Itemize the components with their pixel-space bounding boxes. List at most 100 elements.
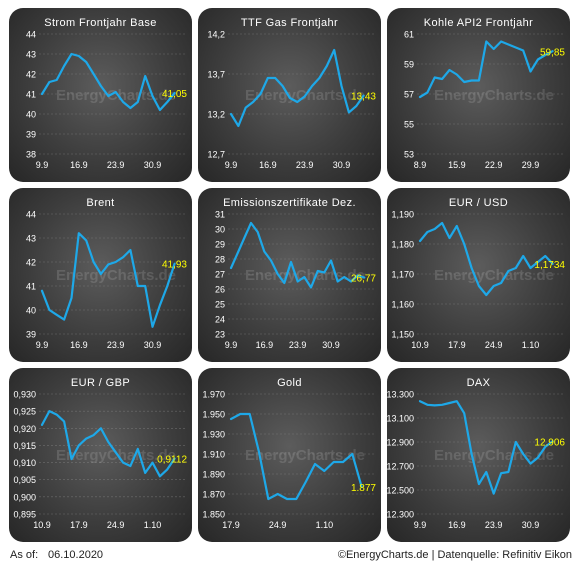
chart-title: Kohle API2 Frontjahr xyxy=(424,17,534,29)
y-tick-label: 39 xyxy=(26,130,36,140)
chart-title: EUR / GBP xyxy=(71,377,130,389)
y-tick-label: 14,2 xyxy=(207,30,225,40)
y-tick-label: 59 xyxy=(404,60,414,70)
chart-svg: Strom Frontjahr Base 44 43 42 41 40 39 389.9 16.… xyxy=(26,17,187,170)
x-tick-label: 30.9 xyxy=(333,160,351,170)
y-tick-label: 0,910 xyxy=(13,458,36,468)
y-tick-label: 1,150 xyxy=(391,330,414,340)
x-tick-label: 16.9 xyxy=(70,160,88,170)
x-tick-label: 30.9 xyxy=(522,520,540,530)
chart-title: TTF Gas Frontjahr xyxy=(241,17,338,29)
y-tick-label: 23 xyxy=(215,330,225,340)
x-tick-label: 23.9 xyxy=(107,160,125,170)
chart-panel-dax: DAX 13.300 13.100 12.900 12.700 12.500 12.300 9… xyxy=(387,368,570,542)
x-tick-label: 9.9 xyxy=(225,340,238,350)
chart-svg: Emissionszertifikate Dez.31 30 29 28 27 26 25 2… xyxy=(215,197,376,350)
series-line xyxy=(229,48,365,128)
y-tick-label: 0,905 xyxy=(13,475,36,485)
y-tick-label: 1,170 xyxy=(391,270,414,280)
y-tick-label: 0,925 xyxy=(13,407,36,417)
chart-svg: TTF Gas Frontjahr 14,2 13,7 13,2 12,79.9 16.9… xyxy=(207,17,376,170)
last-value-label: 1,1734 xyxy=(534,260,565,271)
chart-panel-kohle: Kohle API2 Frontjahr 61 59 57 55 53 8.9 15.9 22.… xyxy=(387,8,570,182)
watermark-text: EnergyCharts.de xyxy=(434,447,554,464)
x-tick-label: 10.9 xyxy=(33,520,51,530)
last-value-label: 41,93 xyxy=(162,260,187,271)
last-value-label: 59,85 xyxy=(540,47,565,58)
y-tick-label: 12,7 xyxy=(207,150,225,160)
chart-title: Brent xyxy=(86,197,114,209)
x-tick-label: 9.9 xyxy=(414,520,427,530)
last-value-label: 12.906 xyxy=(534,437,565,448)
x-tick-label: 16.9 xyxy=(259,160,277,170)
x-tick-label: 24.9 xyxy=(269,520,287,530)
chart-title: Gold xyxy=(277,377,302,389)
y-tick-label: 42 xyxy=(26,70,36,80)
x-tick-label: 23.9 xyxy=(485,520,503,530)
y-tick-label: 43 xyxy=(26,234,36,244)
y-tick-label: 24 xyxy=(215,315,225,325)
watermark-text: EnergyCharts.de xyxy=(56,267,176,284)
y-tick-label: 1,190 xyxy=(391,210,414,220)
asof-date: 06.10.2020 xyxy=(48,549,104,561)
y-tick-label: 1,180 xyxy=(391,240,414,250)
chart-panel-ttf-gas: TTF Gas Frontjahr 14,2 13,7 13,2 12,7 9.9 16.9… xyxy=(198,8,381,182)
watermark-text: EnergyCharts.de xyxy=(245,447,365,464)
x-tick-label: 15.9 xyxy=(448,160,466,170)
series-line xyxy=(418,40,554,99)
chart-svg: Kohle API2 Frontjahr 61 59 57 55 538.9 15.9 22.… xyxy=(404,17,565,170)
chart-panel-strom: Strom Frontjahr Base 44 43 42 41 40 39 38 9.9 16.… xyxy=(9,8,192,182)
y-tick-label: 55 xyxy=(404,120,414,130)
series-line xyxy=(40,232,176,328)
x-tick-label: 10.9 xyxy=(411,340,429,350)
y-tick-label: 1.910 xyxy=(202,450,225,460)
x-tick-label: 17.9 xyxy=(70,520,88,530)
y-tick-label: 0,920 xyxy=(13,424,36,434)
y-tick-label: 26 xyxy=(215,285,225,295)
chart-title: Strom Frontjahr Base xyxy=(44,17,157,29)
y-tick-label: 38 xyxy=(26,150,36,160)
y-tick-label: 1.970 xyxy=(202,390,225,400)
y-tick-label: 41 xyxy=(26,282,36,292)
x-tick-label: 23.9 xyxy=(107,340,125,350)
y-tick-label: 1,160 xyxy=(391,300,414,310)
x-tick-label: 30.9 xyxy=(144,340,162,350)
x-tick-label: 9.9 xyxy=(36,340,49,350)
y-tick-label: 0,930 xyxy=(13,390,36,400)
y-tick-label: 61 xyxy=(404,30,414,40)
y-tick-label: 28 xyxy=(215,255,225,265)
series-line xyxy=(418,221,554,297)
x-tick-label: 8.9 xyxy=(414,160,427,170)
chart-svg: Gold1.9701.9501.9301.9101.8901.8701.8501… xyxy=(202,377,376,530)
x-tick-label: 17.9 xyxy=(222,520,240,530)
series-line xyxy=(40,52,176,112)
y-tick-label: 1.870 xyxy=(202,490,225,500)
y-tick-label: 42 xyxy=(26,258,36,268)
y-tick-label: 44 xyxy=(26,210,36,220)
y-tick-label: 13.300 xyxy=(387,390,414,400)
y-tick-label: 0,900 xyxy=(13,492,36,502)
y-tick-label: 41 xyxy=(26,90,36,100)
y-tick-label: 1.850 xyxy=(202,510,225,520)
y-tick-label: 31 xyxy=(215,210,225,220)
chart-title: EUR / USD xyxy=(449,197,508,209)
watermark-text: EnergyCharts.de xyxy=(56,447,176,464)
y-tick-label: 43 xyxy=(26,50,36,60)
x-tick-label: 24.9 xyxy=(107,520,125,530)
x-tick-label: 1.10 xyxy=(522,340,540,350)
chart-title: Emissionszertifikate Dez. xyxy=(223,197,356,209)
chart-title: DAX xyxy=(467,377,491,389)
series-line xyxy=(40,410,176,478)
y-tick-label: 12.500 xyxy=(387,486,414,496)
y-tick-label: 29 xyxy=(215,240,225,250)
x-tick-label: 23.9 xyxy=(296,160,314,170)
y-tick-label: 30 xyxy=(215,225,225,235)
last-value-label: 41,05 xyxy=(162,89,187,100)
watermark-text: EnergyCharts.de xyxy=(56,87,176,104)
last-value-label: 13,43 xyxy=(351,92,376,103)
x-tick-label: 22.9 xyxy=(485,160,503,170)
source-credit: ©EnergyCharts.de | Datenquelle: Refiniti… xyxy=(337,549,572,561)
y-tick-label: 13,2 xyxy=(207,110,225,120)
chart-svg: Brent 44 43 42 41 40 399.9 16.9 23.9 30.9 EnergyCh… xyxy=(26,197,187,350)
